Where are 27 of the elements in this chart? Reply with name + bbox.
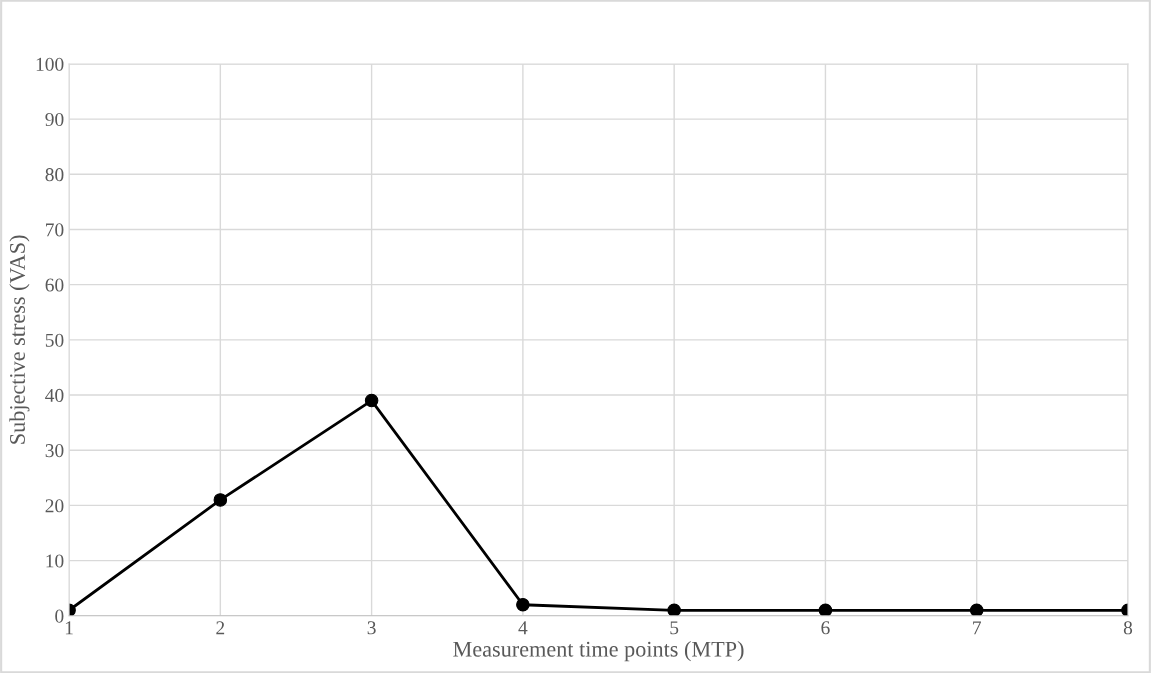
x-axis-title: Measurement time points (MTP) xyxy=(453,641,744,662)
point xyxy=(213,493,228,507)
y-tick-label: 50 xyxy=(45,333,64,347)
y-tick-label: 100 xyxy=(36,57,64,71)
point xyxy=(364,393,379,408)
x-tick-label: 2 xyxy=(216,621,225,635)
point xyxy=(818,603,833,616)
point xyxy=(516,597,530,612)
x-tick-label: 7 xyxy=(973,621,982,635)
y-tick-label: 30 xyxy=(45,444,64,458)
y-tick-label: 90 xyxy=(45,112,64,127)
x-tick-label: 4 xyxy=(518,621,528,635)
point xyxy=(969,603,984,616)
x-tick-label: 5 xyxy=(670,621,679,635)
y-tick-label: 10 xyxy=(46,554,64,568)
y-tick-label: 20 xyxy=(45,499,64,513)
x-tick-label: 6 xyxy=(821,621,830,635)
x-tick-label: 3 xyxy=(367,621,376,635)
y-tick-label: 70 xyxy=(46,223,64,237)
y-tick-label: 80 xyxy=(45,168,64,182)
y-tick-label: 40 xyxy=(45,388,64,402)
y-tick-label: 0 xyxy=(55,609,64,623)
y-axis-title: Subjective stress (VAS) xyxy=(9,235,30,444)
point xyxy=(667,603,681,616)
x-tick-label: 1 xyxy=(65,621,73,635)
y-tick-label: 60 xyxy=(45,278,64,292)
x-tick-label: 8 xyxy=(1123,621,1133,635)
